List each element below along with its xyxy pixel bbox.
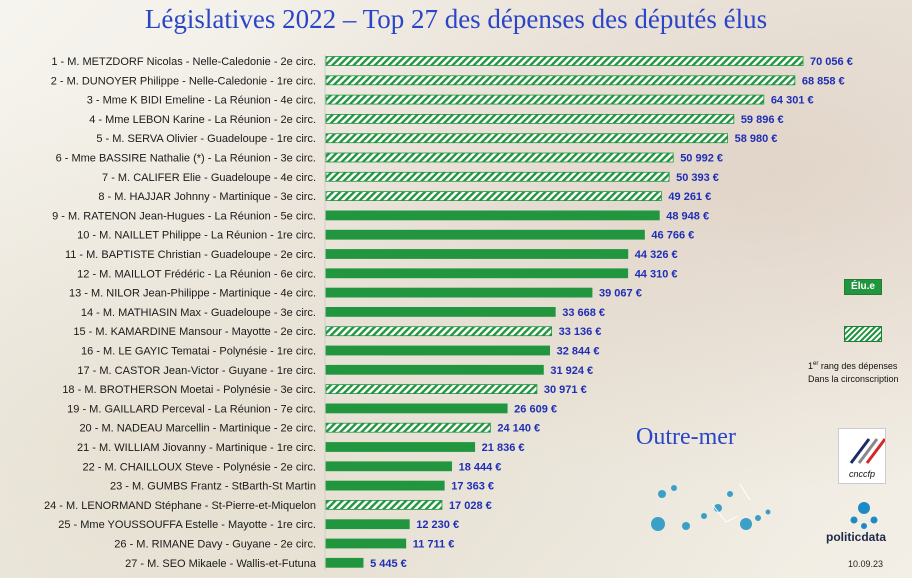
bar-label: 16 - M. LE GAYIC Tematai - Polynésie - 1… [81, 346, 316, 358]
bar-value-label: 18 444 € [459, 461, 502, 473]
bar-label: 21 - M. WILLIAM Jiovanny - Martinique - … [77, 442, 316, 454]
bar [325, 191, 662, 202]
bar-label: 24 - M. LENORMAND Stéphane - St-Pierre-e… [44, 500, 316, 512]
bar-label: 11 - M. BAPTISTE Christian - Guadeloupe … [65, 249, 316, 261]
bar-value-label: 17 363 € [451, 481, 494, 493]
bar [325, 287, 593, 298]
bar-value-label: 21 836 € [482, 442, 525, 454]
legend-first-rank-label: 1er rang des dépenses Dans la circonscri… [808, 358, 899, 386]
bar [325, 171, 670, 182]
bar [325, 403, 508, 414]
bar-label: 12 - M. MAILLOT Frédéric - La Réunion - … [77, 268, 316, 280]
legend-elu: Élu.e [844, 279, 882, 295]
bar-value-label: 58 980 € [735, 133, 778, 145]
bar-label: 22 - M. CHAILLOUX Steve - Polynésie - 2e… [82, 461, 316, 473]
bar [325, 210, 660, 221]
bar [325, 499, 443, 510]
bar-value-label: 24 140 € [497, 423, 540, 435]
bar-value-label: 46 766 € [651, 230, 694, 242]
bar [325, 538, 407, 549]
bar-value-label: 5 445 € [370, 558, 407, 570]
bar-label: 25 - Mme YOUSSOUFFA Estelle - Mayotte - … [58, 519, 316, 531]
bar-value-label: 26 609 € [514, 403, 557, 415]
bar-value-label: 31 924 € [550, 365, 593, 377]
bar-label: 1 - M. METZDORF Nicolas - Nelle-Caledoni… [51, 56, 316, 68]
bar-label: 27 - M. SEO Mikaele - Wallis-et-Futuna [125, 558, 317, 570]
bar-value-label: 30 971 € [544, 384, 587, 396]
bar-label: 8 - M. HAJJAR Johnny - Martinique - 3e c… [98, 191, 316, 203]
bar-label: 15 - M. KAMARDINE Mansour - Mayotte - 2e… [73, 326, 316, 338]
bar [325, 94, 765, 105]
bar [325, 133, 728, 144]
bar-value-label: 48 948 € [666, 210, 709, 222]
region-label: Outre-mer [636, 424, 736, 450]
bar [325, 249, 629, 259]
bar-label: 19 - M. GAILLARD Perceval - La Réunion -… [67, 403, 316, 415]
bar [325, 75, 796, 86]
bar-value-label: 33 668 € [562, 307, 605, 319]
bar [325, 56, 804, 66]
bar-label: 26 - M. RIMANE Davy - Guyane - 2e circ. [114, 539, 316, 551]
bar-label: 13 - M. NILOR Jean-Philippe - Martinique… [69, 288, 316, 300]
bar-label: 2 - M. DUNOYER Philippe - Nelle-Caledoni… [51, 75, 316, 87]
legend-first-rank-swatch [844, 326, 882, 342]
bar-value-label: 44 310 € [635, 268, 678, 280]
bar-value-label: 64 301 € [771, 95, 814, 107]
bar [325, 557, 364, 568]
bar-value-label: 39 067 € [599, 288, 642, 300]
bar-value-label: 68 858 € [802, 75, 845, 87]
bar [325, 364, 544, 375]
cnccfp-logo-text: cnccfp [848, 469, 875, 479]
bar-label: 7 - M. CALIFER Elie - Guadeloupe - 4e ci… [102, 172, 316, 184]
bar [325, 519, 410, 530]
bar-label: 14 - M. MATHIASIN Max - Guadeloupe - 3e … [81, 307, 316, 319]
chart-title: Législatives 2022 – Top 27 des dépenses … [144, 4, 768, 34]
bar-value-label: 11 711 € [413, 539, 455, 551]
bar [325, 229, 645, 240]
bar-value-label: 50 393 € [676, 172, 719, 184]
bar-value-label: 12 230 € [416, 519, 459, 531]
bar-label: 18 - M. BROTHERSON Moetai - Polynésie - … [62, 384, 316, 396]
bar-label: 6 - Mme BASSIRE Nathalie (*) - La Réunio… [56, 153, 316, 165]
bar-value-label: 32 844 € [557, 346, 600, 358]
bar [325, 114, 735, 124]
bar [325, 345, 551, 356]
bar-label: 3 - Mme K BIDI Emeline - La Réunion - 4e… [87, 95, 316, 107]
bar-label: 9 - M. RATENON Jean-Hugues - La Réunion … [52, 210, 316, 222]
bar-label: 23 - M. GUMBS Frantz - StBarth-St Martin [110, 481, 316, 493]
bar [325, 152, 674, 163]
legend-first-rank-number: 1 [808, 361, 814, 371]
politicdata-logo-icon [850, 502, 878, 529]
bar-value-label: 59 896 € [741, 114, 784, 126]
bar-value-label: 44 326 € [635, 249, 678, 261]
legend-first-rank-sup: er [813, 361, 819, 367]
bar-label: 5 - M. SERVA Olivier - Guadeloupe - 1re … [96, 133, 316, 145]
bar-value-label: 49 261 € [668, 191, 711, 203]
bars-group: 1 - M. METZDORF Nicolas - Nelle-Caledoni… [44, 56, 853, 570]
bar-value-label: 50 992 € [680, 153, 723, 165]
bar [325, 422, 491, 433]
politicdata-logo-text: politicdata [826, 530, 887, 544]
bar [325, 461, 452, 472]
bar-label: 17 - M. CASTOR Jean-Victor - Guyane - 1r… [77, 365, 316, 377]
bar-label: 4 - Mme LEBON Karine - La Réunion - 2e c… [89, 114, 316, 126]
bar-label: 10 - M. NAILLET Philippe - La Réunion - … [77, 230, 316, 242]
bar [325, 268, 629, 279]
bar [325, 326, 553, 337]
overseas-islands-map [651, 483, 771, 531]
bar [325, 384, 538, 395]
bar [325, 480, 445, 491]
bar-value-label: 33 136 € [559, 326, 602, 338]
legend-first-rank-line2: Dans la circonscription [808, 374, 899, 384]
cnccfp-logo: cnccfp [838, 428, 886, 484]
bar-value-label: 70 056 € [810, 56, 853, 68]
legend-first-rank-line1: rang des dépenses [818, 361, 898, 371]
bar [325, 306, 556, 317]
chart-date: 10.09.23 [848, 559, 884, 569]
cnccfp-stripes [849, 438, 885, 464]
bar-value-label: 17 028 € [449, 500, 492, 512]
bar-label: 20 - M. NADEAU Marcellin - Martinique - … [79, 423, 316, 435]
bar [325, 442, 476, 452]
